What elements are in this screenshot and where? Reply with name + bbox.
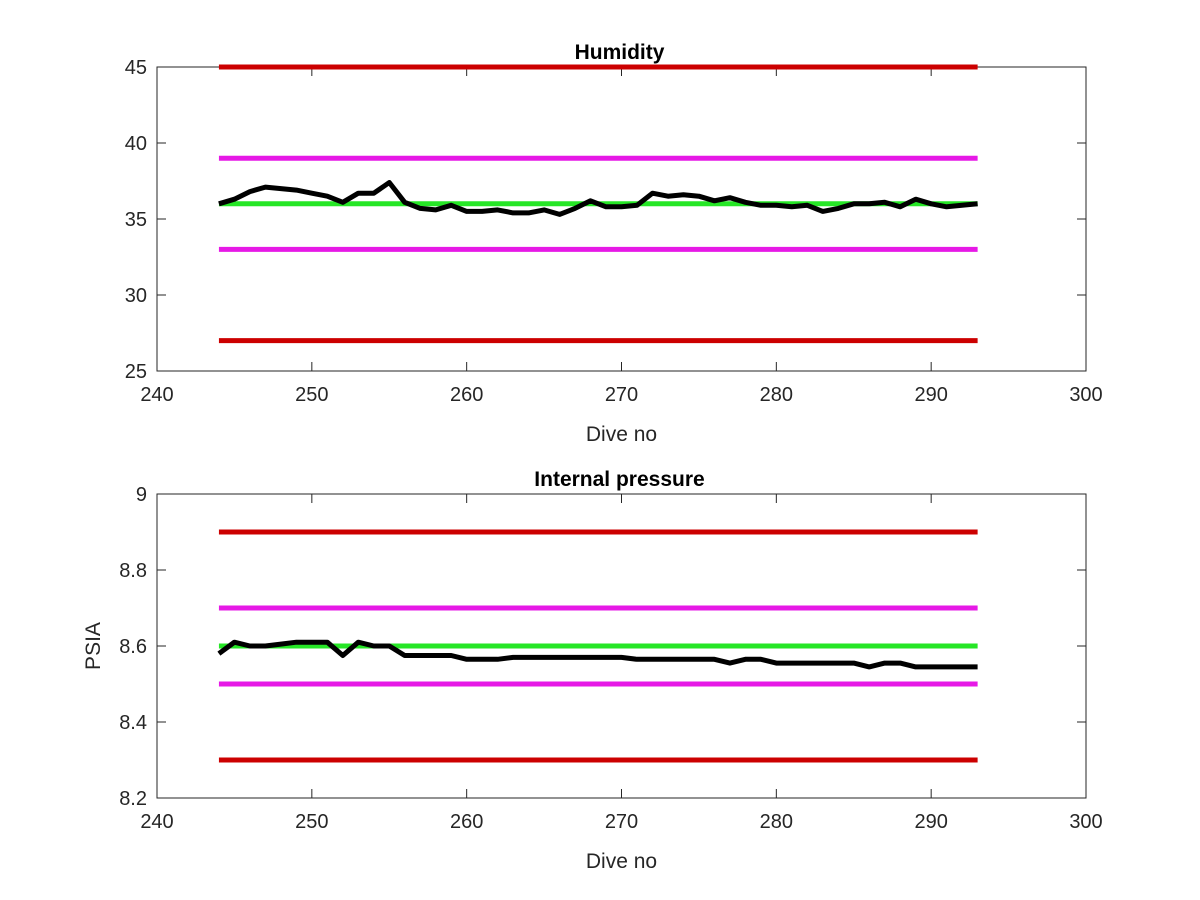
- x-tick-label: 300: [1069, 384, 1102, 406]
- x-tick-label: 250: [295, 811, 328, 833]
- y-tick-label: 8.4: [119, 712, 147, 734]
- y-tick-label: 8.8: [119, 560, 147, 582]
- x-tick-label: 290: [914, 384, 947, 406]
- x-axis-label: Dive no: [586, 423, 657, 446]
- y-tick-label: 25: [125, 361, 147, 383]
- y-tick-label: 35: [125, 209, 147, 231]
- x-tick-label: 260: [450, 384, 483, 406]
- axes-frame: [156, 66, 1087, 372]
- measured-series-line: [217, 639, 978, 670]
- humidity-subplot: 240 250 260 270 280 290 300 25 30 35 40 45 Humidity D…: [125, 41, 1103, 446]
- y-axis-label: PSIA: [82, 622, 105, 670]
- x-tick-label: 290: [914, 811, 947, 833]
- y-tick-label: 8.2: [119, 788, 147, 810]
- y-tick-label: 9: [136, 484, 147, 506]
- chart-title: Internal pressure: [534, 468, 704, 491]
- x-tick-label: 300: [1069, 811, 1102, 833]
- x-tick-label: 250: [295, 384, 328, 406]
- chart-title: Humidity: [575, 41, 665, 64]
- x-tick-label: 240: [140, 384, 173, 406]
- x-tick-label: 280: [760, 811, 793, 833]
- x-tick-label: 270: [605, 384, 638, 406]
- y-tick-label: 40: [125, 133, 147, 155]
- x-tick-label: 280: [760, 384, 793, 406]
- measured-series-line: [218, 180, 978, 217]
- y-tick-label: 8.6: [119, 636, 147, 658]
- x-tick-label: 240: [140, 811, 173, 833]
- y-tick-label: 45: [125, 57, 147, 79]
- x-tick-label: 270: [605, 811, 638, 833]
- y-tick-label: 30: [125, 285, 147, 307]
- x-axis-label: Dive no: [586, 850, 657, 873]
- internal-pressure-subplot: 240 250 260 270 280 290 300 8.2 8.4 8.6 8.8 9 Intern…: [82, 468, 1103, 873]
- x-tick-label: 260: [450, 811, 483, 833]
